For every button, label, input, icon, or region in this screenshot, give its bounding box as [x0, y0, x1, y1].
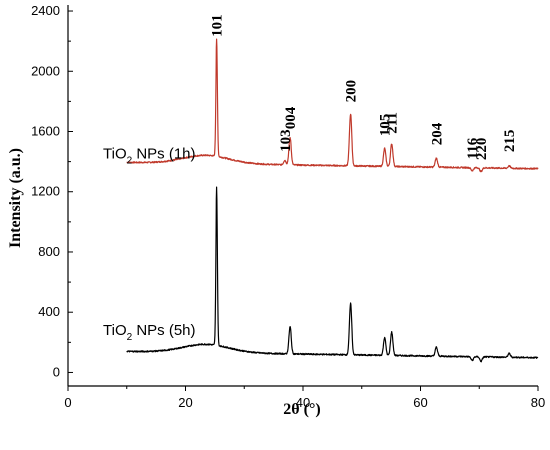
peak-label-103: 103 — [278, 129, 294, 152]
x-tick-label: 0 — [64, 395, 71, 410]
peak-label-200: 200 — [344, 80, 360, 103]
y-tick-label: 2400 — [31, 3, 60, 18]
y-tick-label: 2000 — [31, 63, 60, 78]
series-label-1h: TiO2 NPs (1h) — [103, 146, 196, 167]
plot-area — [126, 38, 539, 363]
series-label-5h: TiO2 NPs (5h) — [103, 322, 196, 343]
y-tick-label: 800 — [38, 244, 60, 259]
x-tick-label: 20 — [178, 395, 192, 410]
peak-label-101: 101 — [210, 14, 226, 37]
peak-label-116: 116 — [465, 137, 481, 159]
series-line-1h — [126, 38, 539, 173]
peak-label-004: 004 — [283, 106, 299, 129]
peak-label-105: 105 — [378, 114, 394, 137]
y-tick-label: 400 — [38, 304, 60, 319]
x-axis-title: 2θ (°) — [283, 401, 320, 418]
x-tick-label: 40 — [296, 395, 310, 410]
peak-label-215: 215 — [502, 130, 518, 153]
y-tick-label: 0 — [53, 364, 60, 379]
y-axis-title: Intensity (a.u.) — [7, 148, 24, 248]
y-tick-label: 1200 — [31, 184, 60, 199]
y-tick-label: 1600 — [31, 123, 60, 138]
series-line-5h — [126, 186, 539, 363]
peak-label-220: 220 — [474, 138, 490, 161]
peak-label-211: 211 — [385, 112, 401, 134]
x-tick-label: 60 — [413, 395, 427, 410]
peak-label-204: 204 — [429, 122, 445, 145]
x-tick-label: 80 — [531, 395, 545, 410]
